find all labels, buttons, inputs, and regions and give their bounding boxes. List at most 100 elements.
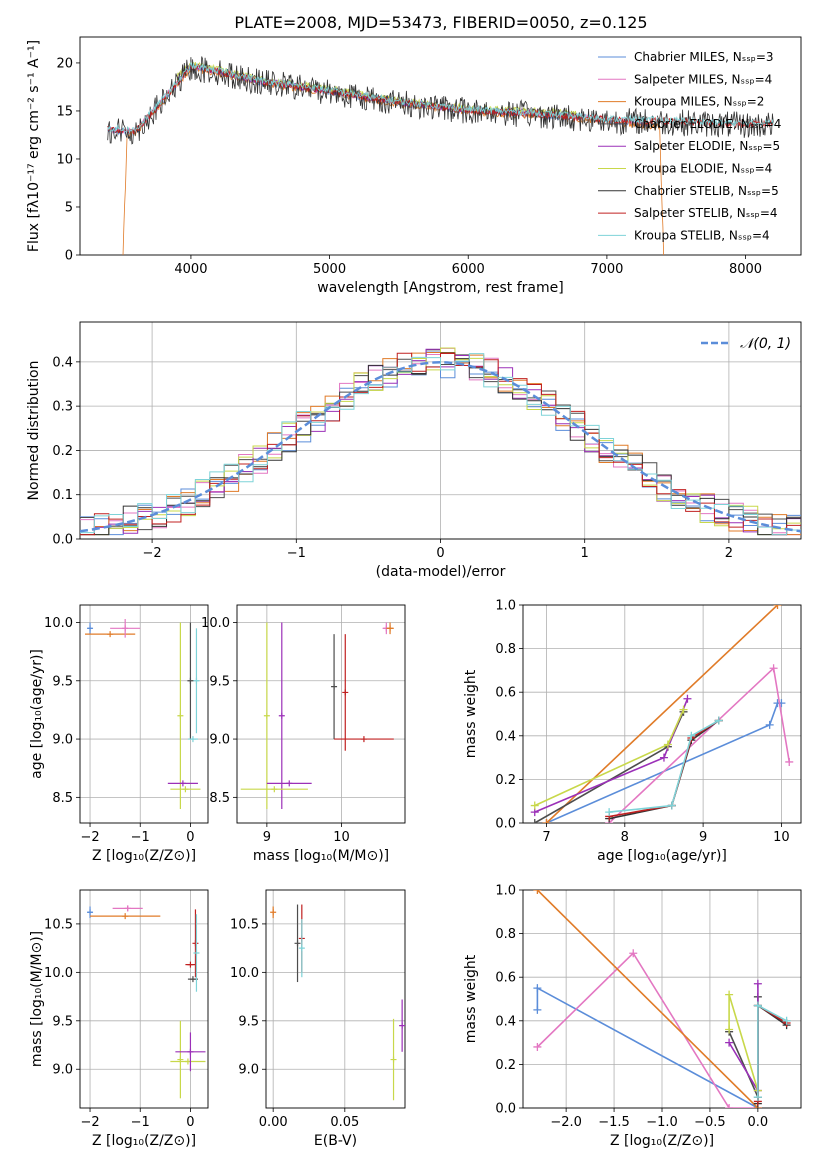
errorbar-marker [270,909,277,916]
x-axis-label: E(B-V) [314,1133,357,1149]
errorbar [298,919,305,978]
weight-marker [605,808,614,817]
errorbar [170,786,201,793]
panel-age-vs-mass: 9 10 8.5 9.0 9.5 10.0 mass [log₁₀(M/M⊙)] [201,604,406,864]
weight-marker [533,1042,542,1051]
weight-marker [663,740,672,749]
x-tick-label: 9 [263,830,271,845]
y-tick-label: 9.0 [52,1063,73,1078]
y-tick-label: 0.0 [495,1102,516,1117]
errorbar [263,622,270,810]
x-tick-label: 8 [621,830,629,845]
histogram-series [80,353,801,536]
y-tick-label: 10.0 [201,616,230,631]
weight-marker [725,1104,734,1108]
errorbar-marker [399,1022,405,1029]
errorbar-marker [87,625,94,632]
y-tick-label: 9.0 [52,733,73,748]
y-axis-label: Flux [fλ10⁻¹⁷ erg cm⁻² s⁻¹ A⁻¹] [26,40,42,252]
weight-marker [782,1016,791,1025]
y-tick-label: 0.8 [495,642,516,657]
weight-marker [530,801,539,810]
weight-lines [530,605,794,823]
weight-marker [765,720,774,729]
x-axis-label: Z [log₁₀(Z/Z⊙)] [610,1133,714,1149]
y-tick-label: 0.0 [52,533,73,548]
errorbar-marker [286,780,293,787]
legend-entry: Chabrier ELODIE, Nₛₛₚ=4 [634,117,781,131]
errorbar [331,634,338,740]
errorbar-marker [187,1048,194,1055]
weight-marker [753,979,762,988]
errorbar [177,622,184,810]
plot-frame [79,604,209,824]
legend-entry: Salpeter ELODIE, Nₛₛₚ=5 [634,139,780,153]
y-tick-label: 10.0 [44,616,73,631]
x-axis-label: age [log₁₀(age/yr)] [597,848,727,864]
x-tick-label: −2 [80,1115,99,1130]
weight-marker [667,801,676,810]
y-tick-label: 10.0 [230,966,259,981]
y-tick-label: 0.4 [495,1014,516,1029]
y-tick-label: 1.0 [495,884,516,899]
panel-mass-vs-EBV: 0.00 0.05 9.0 9.5 10.0 10.5 E(B-V) [230,889,406,1149]
errorbar-marker [124,905,131,912]
x-tick-label: 10 [773,830,790,845]
y-tick-label: 0.3 [52,400,73,415]
weight-marker [725,1038,734,1047]
plot-frame [522,889,802,1109]
x-tick-label: 0.0 [748,1115,769,1130]
plot-frame [79,889,209,1109]
errorbar-marker [187,961,194,968]
weight-marker [785,757,794,766]
errorbar [390,1018,397,1101]
y-tick-label: 0.2 [495,1058,516,1073]
y-axis-label: mass [log₁₀(M/M⊙)] [29,931,45,1067]
x-tick-label: −1.5 [598,1115,630,1130]
errorbar [167,780,198,787]
errorbar-marker [189,976,196,983]
errorbar [270,906,277,919]
errorbar-marker [122,625,129,632]
errorbar-points [240,622,394,810]
errorbar [187,736,198,743]
panel-mass-vs-Z: −2 −1 0 9.0 9.5 10.0 10.5 Z [log₁₀(Z/Z⊙)] mass [… [29,889,209,1149]
y-tick-label: 0.6 [495,971,516,986]
x-tick-label: 0.00 [259,1115,288,1130]
errorbar [112,905,143,912]
weight-series [536,890,759,1108]
weight-series [546,702,782,823]
weight-series [536,951,758,1108]
y-tick-label: 20 [56,56,73,71]
weight-marker [683,694,692,703]
x-tick-label: −1 [131,1115,150,1130]
errorbar-marker [193,949,200,956]
weight-series [757,1004,787,1098]
errorbar [240,786,308,793]
errorbar-marker [342,689,349,696]
errorbar [170,1058,206,1065]
x-tick-label: 1 [581,546,589,561]
x-tick-label: 0 [186,830,194,845]
x-tick-label: 2 [725,546,733,561]
x-tick-label: 8000 [729,262,762,277]
weight-marker [725,1025,734,1034]
errorbar-marker [187,677,194,684]
weight-marker [679,705,688,714]
spectrum-lines [107,56,774,255]
legend-entry: Salpeter MILES, Nₛₛₚ=4 [634,72,772,86]
x-tick-label: −1.0 [646,1115,678,1130]
spectrum-series [107,56,774,145]
x-tick-label: −2.0 [550,1115,582,1130]
y-tick-label: 8.5 [52,791,73,806]
errorbar-points [87,905,206,1099]
x-axis-label: mass [log₁₀(M/M⊙)] [253,848,389,864]
y-tick-label: 9.5 [238,1014,259,1029]
legend-entry: Chabrier MILES, Nₛₛₚ=3 [634,50,774,64]
weight-marker [533,890,542,894]
errorbar [192,909,199,978]
x-tick-label: −0.5 [694,1115,726,1130]
errorbar-marker [182,786,189,793]
legend-entry: Salpeter STELIB, Nₛₛₚ=4 [634,206,778,220]
x-tick-label: −2 [80,830,99,845]
